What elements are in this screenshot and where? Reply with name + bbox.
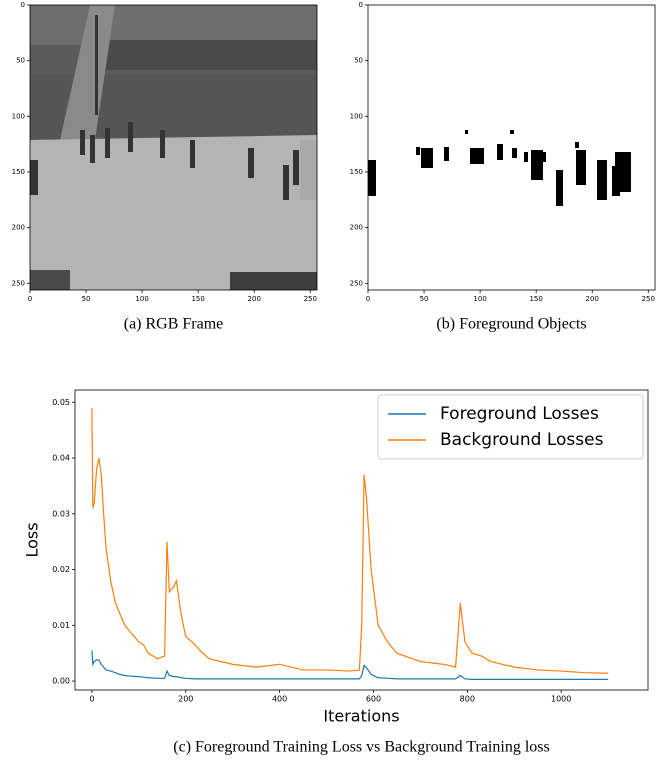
y-tick-label: 100 bbox=[12, 112, 25, 120]
line-series bbox=[91, 650, 609, 681]
line-series bbox=[91, 407, 609, 674]
x-tick-label: 0 bbox=[89, 695, 94, 704]
y-tick-label: 0.01 bbox=[52, 621, 70, 630]
x-tick-label: 400 bbox=[272, 695, 287, 704]
y-tick-label: 0.04 bbox=[52, 454, 70, 463]
x-tick-label: 250 bbox=[642, 295, 655, 303]
y-tick-label: 250 bbox=[12, 279, 25, 287]
y-tick-label: 0.03 bbox=[52, 509, 70, 518]
x-tick-label: 150 bbox=[529, 295, 542, 303]
axes-frame bbox=[74, 389, 649, 691]
x-tick-label: 200 bbox=[178, 695, 193, 704]
x-tick-label: 0 bbox=[366, 295, 370, 303]
foreground-mask-image bbox=[368, 5, 655, 290]
y-tick-label: 100 bbox=[350, 112, 363, 120]
y-tick-label: 200 bbox=[350, 224, 363, 232]
x-tick-label: 100 bbox=[473, 295, 486, 303]
x-tick-label: 100 bbox=[135, 295, 148, 303]
y-tick-label: 0 bbox=[359, 1, 363, 9]
y-tick-label: 150 bbox=[350, 168, 363, 176]
legend-box bbox=[377, 394, 644, 460]
y-tick-label: 0.00 bbox=[52, 677, 70, 686]
y-tick-label: 0.05 bbox=[52, 398, 70, 407]
axes-frame bbox=[367, 4, 656, 291]
legend-label: Background Losses bbox=[440, 430, 604, 450]
y-tick-label: 200 bbox=[12, 224, 25, 232]
x-tick-label: 600 bbox=[366, 695, 381, 704]
x-tick-label: 1000 bbox=[551, 695, 571, 704]
x-axis-label: Iterations bbox=[323, 707, 399, 726]
caption: (c) Foreground Training Loss vs Backgrou… bbox=[173, 739, 549, 756]
x-tick-label: 0 bbox=[28, 295, 32, 303]
rgb-frame-image bbox=[30, 5, 317, 290]
x-tick-label: 200 bbox=[586, 295, 599, 303]
caption: (b) Foreground Objects bbox=[436, 316, 586, 333]
y-tick-label: 50 bbox=[354, 57, 363, 65]
axes-frame bbox=[29, 4, 318, 291]
y-tick-label: 250 bbox=[350, 279, 363, 287]
x-tick-label: 50 bbox=[420, 295, 429, 303]
x-tick-label: 50 bbox=[82, 295, 91, 303]
y-tick-label: 0.02 bbox=[52, 565, 70, 574]
x-tick-label: 250 bbox=[304, 295, 317, 303]
legend-label: Foreground Losses bbox=[440, 404, 599, 424]
x-tick-label: 800 bbox=[460, 695, 475, 704]
x-tick-label: 150 bbox=[191, 295, 204, 303]
y-tick-label: 50 bbox=[16, 57, 25, 65]
y-tick-label: 150 bbox=[12, 168, 25, 176]
y-tick-label: 0 bbox=[21, 1, 25, 9]
y-axis-label: Loss bbox=[23, 522, 42, 557]
x-tick-label: 200 bbox=[248, 295, 261, 303]
caption: (a) RGB Frame bbox=[124, 316, 224, 333]
